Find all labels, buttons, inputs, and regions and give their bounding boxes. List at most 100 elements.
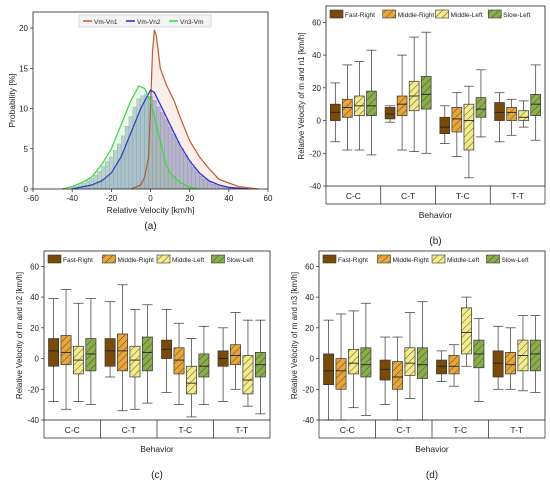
y-tick-label: 10 xyxy=(19,105,28,114)
x-axis-label: Relative Velocity [km/h] xyxy=(107,205,195,215)
chart-panel-b: C-C C-T T-C T-T -40 -20 0 20 40 60 Behavior Relativ… xyxy=(297,5,546,247)
box xyxy=(492,350,504,378)
box-hatch xyxy=(173,347,185,374)
box xyxy=(384,107,396,120)
legend-box xyxy=(78,14,212,28)
legend-swatch xyxy=(47,254,62,264)
x-axis-label: Behavior xyxy=(419,210,453,220)
box-hatch xyxy=(417,347,428,379)
box-hatch xyxy=(230,344,241,365)
category-label: C-C xyxy=(346,191,361,201)
x-axis-label: Behavior xyxy=(140,444,174,454)
legend-swatch xyxy=(322,254,337,264)
legend-swatch-hatch xyxy=(432,255,445,263)
y-tick-label: 40 xyxy=(30,293,39,302)
panel-label: (c) xyxy=(151,470,163,481)
box-hatch xyxy=(451,107,462,132)
y-axis-label: Probability [%] xyxy=(7,73,17,127)
legend-label: Slow-Left xyxy=(503,12,530,19)
box-hatch xyxy=(463,104,474,150)
box-hatch xyxy=(348,349,359,374)
box-hatch xyxy=(60,335,72,365)
legend-swatch-hatch xyxy=(435,10,449,18)
box-hatch xyxy=(530,340,541,371)
box xyxy=(494,102,505,121)
legend-swatch-hatch xyxy=(157,255,170,263)
legend-label: Vn3-Vm xyxy=(180,19,203,26)
box xyxy=(436,359,448,375)
category-label: C-T xyxy=(122,425,136,435)
x-tick-label: -20 xyxy=(106,194,118,203)
x-tick-label: 0 xyxy=(148,194,153,203)
legend-swatch-hatch xyxy=(377,255,391,263)
category-label: C-T xyxy=(397,425,411,435)
x-tick-label: 60 xyxy=(264,194,273,203)
category-label: C-T xyxy=(401,191,415,201)
box xyxy=(48,338,60,367)
y-tick-label: 0 xyxy=(310,355,315,364)
box xyxy=(323,353,335,386)
legend-swatch xyxy=(329,9,344,19)
legend-swatch-hatch xyxy=(382,10,396,18)
legend: Vm-Vn1 Vm-Vn2 Vn3-Vm xyxy=(78,14,212,28)
legend-label: Fast-Right xyxy=(345,12,375,19)
series-line-1 xyxy=(72,89,249,190)
y-tick-label: 20 xyxy=(30,324,39,333)
legend-label: Fast-Right xyxy=(63,257,93,264)
legend-label: Slow-Left xyxy=(227,257,254,264)
box-hatch xyxy=(421,76,432,110)
category-label: T-T xyxy=(235,425,248,435)
panel-label: (d) xyxy=(426,470,438,481)
y-tick-label: 15 xyxy=(19,64,28,73)
legend: Fast-Right Middle-Right Middle-Left Slow-Le… xyxy=(322,254,529,264)
y-tick-label: 0 xyxy=(35,355,40,364)
panel-label: (a) xyxy=(144,221,156,232)
box-hatch xyxy=(530,94,541,116)
box-hatch xyxy=(342,99,353,118)
x-tick-label: -60 xyxy=(27,194,39,203)
series-line-0 xyxy=(130,29,259,190)
y-tick-label: 40 xyxy=(312,51,321,60)
series-line-2 xyxy=(62,85,200,190)
box-hatch xyxy=(242,355,254,394)
x-tick-label: 40 xyxy=(224,194,233,203)
box-hatch xyxy=(392,361,403,390)
y-tick-label: 0 xyxy=(24,185,29,194)
box-hatch xyxy=(142,337,153,371)
box-hatch xyxy=(198,353,209,377)
plot-frame xyxy=(43,250,271,421)
legend-label: Middle-Right xyxy=(398,12,435,19)
legend-label: Vm-Vn1 xyxy=(94,19,118,26)
y-tick-label: 20 xyxy=(19,24,28,33)
legend-swatch-hatch xyxy=(486,255,500,263)
y-axis-label: Relative Velocity of m and n1 [km/h] xyxy=(297,32,306,159)
legend-label: Middle-Left xyxy=(172,257,204,264)
y-tick-label: -40 xyxy=(309,182,321,191)
y-tick-label: 20 xyxy=(305,324,314,333)
y-tick-label: -20 xyxy=(302,385,314,394)
y-axis-label: Relative Velocity of m and n2 [km/h] xyxy=(15,272,24,399)
box-hatch xyxy=(186,366,197,394)
box-hatch xyxy=(518,110,529,121)
y-tick-label: -40 xyxy=(302,416,314,425)
box-hatch xyxy=(335,358,347,390)
category-label: T-T xyxy=(510,425,523,435)
y-tick-label: 60 xyxy=(312,18,321,27)
box-hatch xyxy=(129,346,141,377)
category-label: C-C xyxy=(65,425,80,435)
y-tick-label: -40 xyxy=(27,416,39,425)
y-tick-label: 60 xyxy=(30,262,39,271)
chart-panel-d: C-C C-T T-C T-T -40 -20 0 20 40 60 Behavior Relativ… xyxy=(290,250,546,481)
legend: Fast-Right Middle-Right Middle-Left Slow-Le… xyxy=(47,254,254,264)
box-hatch xyxy=(448,355,460,374)
box xyxy=(439,116,451,134)
legend-swatch-hatch xyxy=(488,10,502,18)
category-label: C-C xyxy=(340,425,355,435)
x-tick-label: 20 xyxy=(185,194,194,203)
plot-frame xyxy=(325,5,546,187)
legend-label: Slow-Left xyxy=(502,257,529,264)
plot-frame xyxy=(318,250,546,421)
box-hatch xyxy=(366,91,377,116)
y-tick-label: 20 xyxy=(312,84,321,93)
